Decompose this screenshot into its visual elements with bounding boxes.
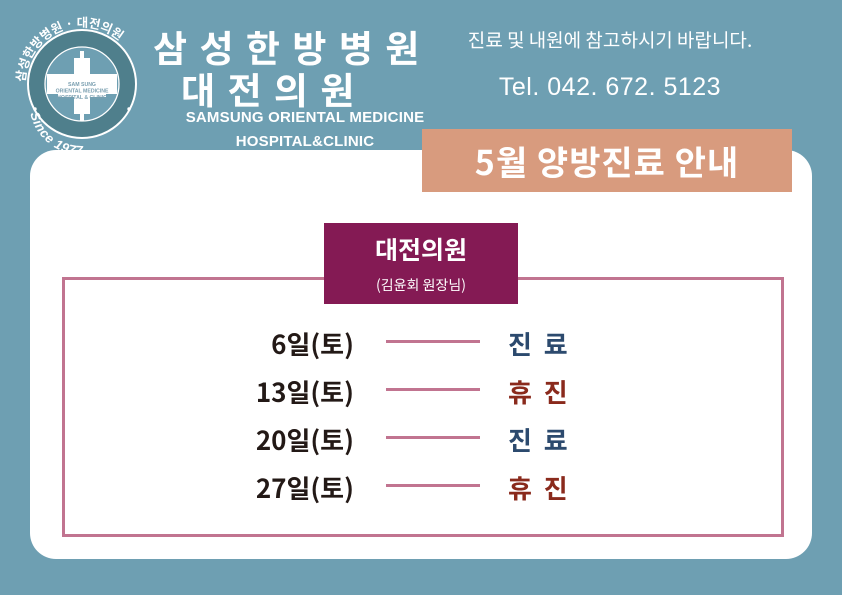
svg-text:ORIENTAL MEDICINE: ORIENTAL MEDICINE: [56, 89, 109, 95]
svg-text:HOSPITAL & CLINIC: HOSPITAL & CLINIC: [57, 95, 107, 101]
svg-text:SAM SUNG: SAM SUNG: [68, 82, 96, 88]
